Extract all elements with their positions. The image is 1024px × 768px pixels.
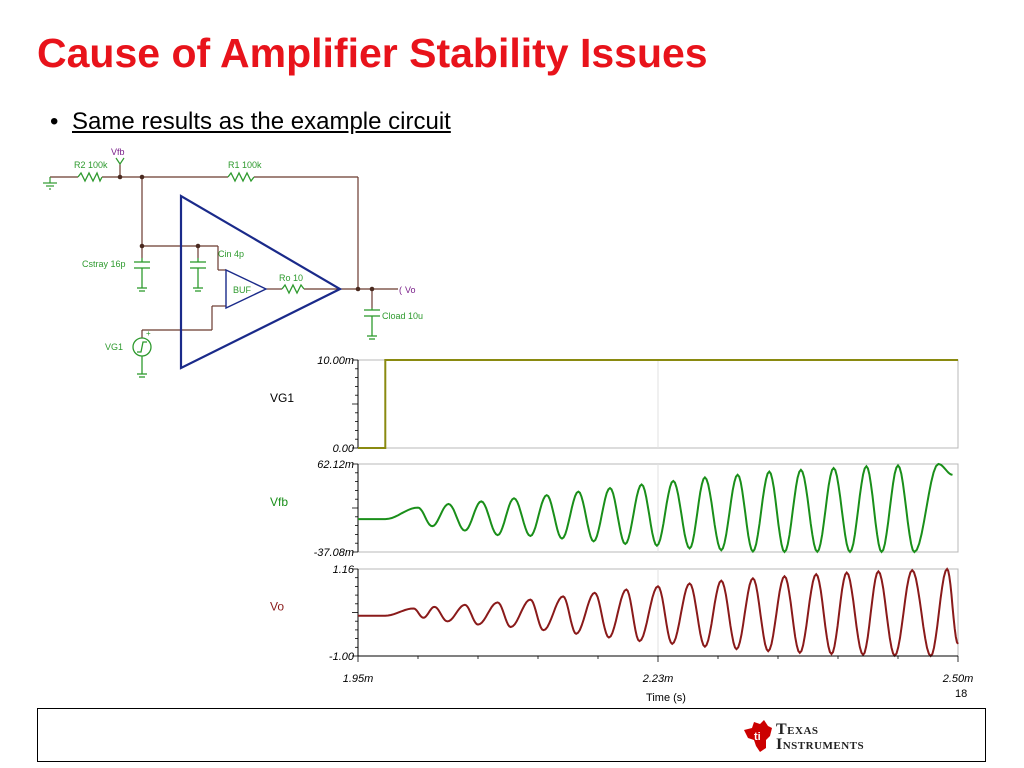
ti-logo-line2: Instruments — [776, 737, 864, 752]
page-number: 18 — [955, 688, 967, 700]
ymin-label-vfb: -37.08m — [314, 547, 354, 559]
panel-name-vfb: Vfb — [270, 495, 288, 509]
vfb-label: Vfb — [111, 147, 125, 157]
ground-left-icon — [43, 177, 57, 189]
cstray-label: Cstray 16p — [82, 259, 126, 269]
r2-label: R2 100k — [74, 160, 108, 170]
series-line-vfb — [358, 464, 953, 552]
buf-label: BUF — [233, 285, 252, 295]
vg1-plus-sign: + — [146, 329, 151, 338]
vfb-probe-icon — [116, 158, 124, 164]
r2-resistor — [78, 173, 102, 181]
svg-text:ti: ti — [754, 731, 761, 743]
ti-logo-text: Texas Instruments — [776, 722, 864, 752]
cin-label: Cin 4p — [218, 249, 244, 259]
cload-capacitor — [364, 308, 380, 339]
cstray-capacitor — [134, 258, 150, 291]
cload-label: Cload 10u — [382, 311, 423, 321]
ymin-label-vo: -1.00 — [329, 651, 355, 663]
cin-capacitor — [190, 258, 206, 291]
ymax-label-vg1: 10.00m — [317, 355, 354, 367]
ymax-label-vfb: 62.12m — [317, 459, 354, 471]
circuit-and-waveforms: Vfb R2 100k R1 100k Cin 4p Cstray 16p Ro… — [0, 0, 1024, 708]
ti-logo-line1: Texas — [776, 722, 864, 737]
x-tick-label: 2.50m — [942, 673, 974, 685]
panel-name-vg1: VG1 — [270, 391, 294, 405]
x-tick-label: 1.95m — [343, 673, 374, 685]
ro-resistor — [282, 285, 304, 293]
x-tick-label: 2.23m — [642, 673, 674, 685]
r1-label: R1 100k — [228, 160, 262, 170]
x-axis-label: Time (s) — [646, 692, 686, 704]
vo-net-label: Vo — [405, 285, 416, 295]
ro-label: Ro 10 — [279, 273, 303, 283]
panel-name-vo: Vo — [270, 600, 284, 614]
vg1-source-icon — [133, 338, 151, 377]
opamp-triangle — [181, 196, 340, 368]
ymax-label-vo: 1.16 — [333, 564, 355, 576]
vg1-label: VG1 — [105, 342, 123, 352]
ymin-label-vg1: 0.00 — [333, 443, 355, 455]
waveform-plots: 10.00m 0.00 VG1 62.12m -37.08m Vfb 1.16 -1.00 Vo… — [270, 355, 973, 704]
vo-arrow-icon: ( — [399, 285, 402, 295]
r1-resistor — [228, 173, 254, 181]
